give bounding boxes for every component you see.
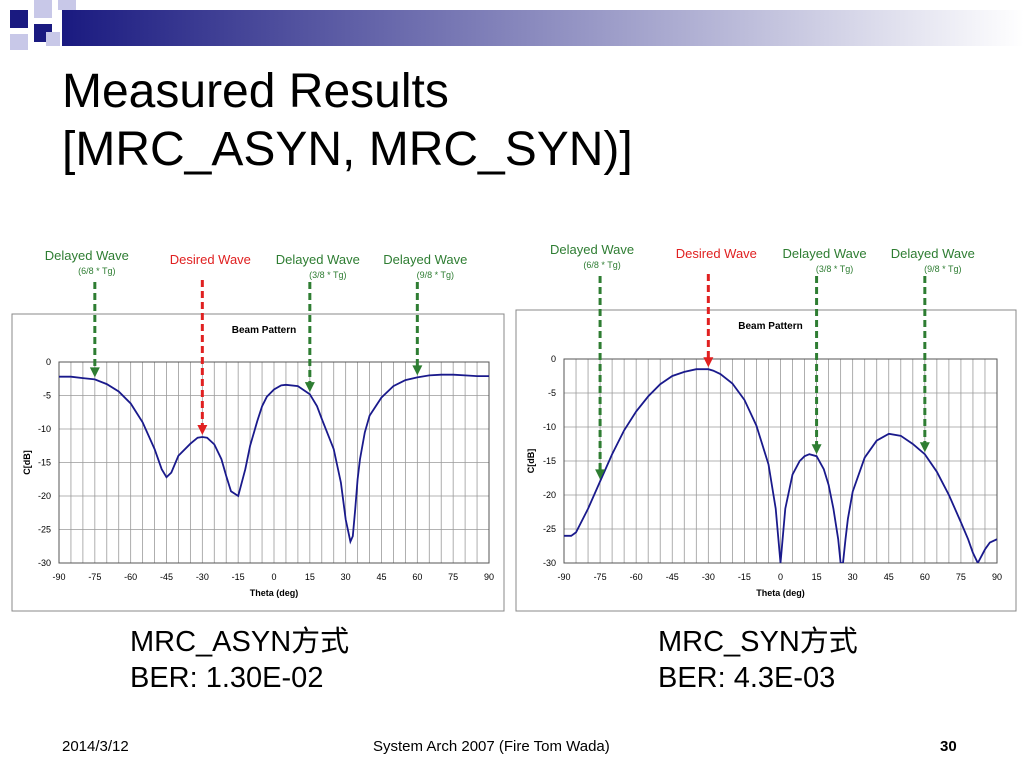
caption-asyn: MRC_ASYN方式 BER: 1.30E-02	[130, 624, 349, 696]
y-tick-label: -20	[543, 490, 556, 500]
y-tick-label: -25	[543, 524, 556, 534]
beam-pattern-chart-asyn: -90 -75 -60 -45 -30 -15 0 15 30 45 60 75 90 0 -5 -10 -15…	[11, 248, 505, 612]
y-tick-label: -5	[43, 391, 51, 401]
x-tick-label: 75	[448, 572, 458, 582]
y-tick-label: 0	[551, 354, 556, 364]
x-tick-label: -90	[557, 572, 570, 582]
y-axis-label: C[dB]	[526, 449, 536, 474]
delayed-wave-arrowhead	[412, 365, 423, 376]
footer-credit: System Arch 2007 (Fire Tom Wada)	[373, 738, 610, 755]
x-tick-label: -75	[88, 572, 101, 582]
delayed-wave-label: Delayed Wave	[383, 252, 467, 267]
desired-wave-label: Desired Wave	[170, 252, 251, 267]
deco-square	[58, 0, 76, 10]
caption-ber: BER: 4.3E-03	[658, 662, 836, 694]
x-tick-label: 45	[376, 572, 386, 582]
y-tick-label: -30	[38, 558, 51, 568]
caption-ber: BER: 1.30E-02	[130, 662, 324, 694]
x-tick-label: 0	[778, 572, 783, 582]
y-tick-label: -5	[548, 388, 556, 398]
beam-pattern-chart-syn: -90 -75 -60 -45 -30 -15 0 15 30 45 60 75 90 0 -5 -10 -15…	[515, 242, 1017, 612]
header-gradient-bar	[62, 10, 1024, 46]
y-tick-label: -10	[38, 424, 51, 434]
caption-method: MRC_SYN方式	[658, 626, 858, 658]
slide-header-decoration	[10, 0, 1024, 50]
x-tick-label: 0	[271, 572, 276, 582]
desired-wave-arrowhead	[703, 357, 714, 368]
delay-time-label: (6/8 * Tg)	[583, 260, 620, 270]
x-axis-label: Theta (deg)	[756, 588, 805, 598]
x-tick-label: -60	[124, 572, 137, 582]
caption-syn: MRC_SYN方式 BER: 4.3E-03	[658, 624, 858, 696]
footer-date: 2014/3/12	[62, 738, 129, 755]
delay-time-label: (6/8 * Tg)	[78, 266, 115, 276]
delay-time-label: (9/8 * Tg)	[417, 270, 454, 280]
delayed-wave-label: Delayed Wave	[276, 252, 360, 267]
desired-wave-label: Desired Wave	[676, 246, 757, 261]
delayed-wave-arrowhead	[811, 444, 822, 455]
y-axis-label: C[dB]	[22, 450, 32, 475]
x-axis-label: Theta (deg)	[250, 588, 299, 598]
series-line	[59, 373, 489, 545]
y-tick-label: -15	[543, 456, 556, 466]
caption-method: MRC_ASYN方式	[130, 626, 350, 658]
deco-square	[46, 32, 60, 46]
x-tick-label: 90	[484, 572, 494, 582]
y-tick-label: 0	[46, 357, 51, 367]
x-tick-label: -60	[630, 572, 643, 582]
page-number: 30	[940, 738, 957, 755]
delayed-wave-arrowhead	[595, 469, 606, 480]
y-tick-label: -10	[543, 422, 556, 432]
delayed-wave-label: Delayed Wave	[550, 242, 634, 257]
chart-frame	[515, 309, 1017, 612]
delay-time-label: (9/8 * Tg)	[924, 264, 961, 274]
slide-title-line2: [MRC_ASYN, MRC_SYN)]	[62, 123, 633, 176]
y-tick-label: -25	[38, 525, 51, 535]
deco-square	[10, 34, 28, 50]
delay-time-label: (3/8 * Tg)	[816, 264, 853, 274]
x-tick-label: 30	[341, 572, 351, 582]
series-line	[564, 368, 997, 563]
x-tick-label: -45	[160, 572, 173, 582]
delayed-wave-arrowhead	[919, 442, 930, 453]
x-tick-label: -75	[594, 572, 607, 582]
y-tick-label: -30	[543, 558, 556, 568]
deco-square	[10, 10, 28, 28]
x-tick-label: 15	[305, 572, 315, 582]
delay-time-label: (3/8 * Tg)	[309, 270, 346, 280]
x-tick-label: 60	[412, 572, 422, 582]
x-tick-label: 75	[956, 572, 966, 582]
x-tick-label: -15	[232, 572, 245, 582]
x-tick-label: 30	[848, 572, 858, 582]
plot-area-border	[58, 361, 490, 564]
x-tick-label: 15	[812, 572, 822, 582]
chart-title: Beam Pattern	[232, 325, 296, 336]
delayed-wave-arrowhead	[89, 367, 100, 378]
x-tick-label: -45	[666, 572, 679, 582]
delayed-wave-label: Delayed Wave	[891, 246, 975, 261]
x-tick-label: -30	[196, 572, 209, 582]
x-tick-label: -15	[738, 572, 751, 582]
desired-wave-arrowhead	[197, 425, 208, 436]
deco-square	[34, 0, 52, 18]
x-tick-label: 90	[992, 572, 1002, 582]
y-tick-label: -20	[38, 491, 51, 501]
x-tick-label: 60	[920, 572, 930, 582]
x-tick-label: 45	[884, 572, 894, 582]
delayed-wave-arrowhead	[304, 382, 315, 393]
x-tick-label: -90	[52, 572, 65, 582]
y-tick-label: -15	[38, 458, 51, 468]
delayed-wave-label: Delayed Wave	[45, 248, 129, 263]
slide-title-line1: Measured Results	[62, 65, 449, 118]
chart-title: Beam Pattern	[738, 321, 802, 332]
x-tick-label: -30	[702, 572, 715, 582]
delayed-wave-label: Delayed Wave	[783, 246, 867, 261]
